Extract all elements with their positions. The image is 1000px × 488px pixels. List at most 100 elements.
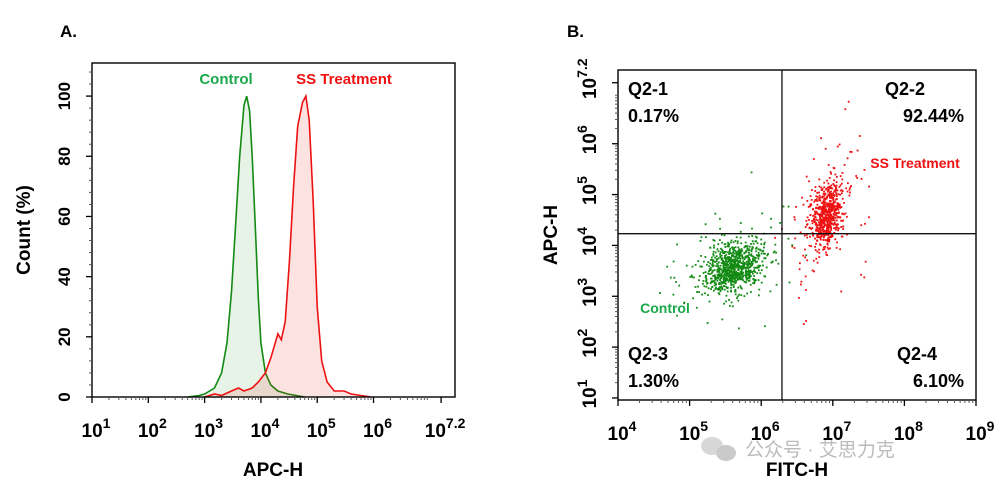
scatter-point-ss-treatment: [832, 199, 835, 202]
scatter-point-control: [731, 260, 734, 263]
scatter-point-ss-treatment: [837, 205, 840, 207]
scatter-point-ss-treatment: [816, 200, 818, 202]
scatter-point-ss-treatment: [821, 207, 824, 210]
scatter-point-ss-treatment: [822, 221, 825, 224]
scatter-point-control: [724, 274, 726, 277]
scatter-point-control: [734, 278, 736, 281]
x-tick-label: 106: [751, 418, 780, 445]
scatter-point-ss-treatment: [812, 259, 815, 262]
scatter-point-ss-treatment: [816, 224, 818, 227]
scatter-point-control: [727, 263, 730, 266]
scatter-point-control: [709, 246, 712, 249]
scatter-point-ss-treatment: [827, 237, 829, 239]
scatter-point-control: [738, 251, 741, 254]
scatter-point-control: [754, 240, 757, 243]
scatter-point-ss-treatment: [814, 237, 816, 240]
scatter-point-ss-treatment: [836, 216, 839, 219]
scatter-point-ss-treatment: [830, 187, 832, 189]
scatter-point-ss-treatment: [819, 219, 822, 222]
scatter-point-control: [738, 327, 740, 330]
x-tick-label: 103: [194, 415, 223, 442]
scatter-point-control: [739, 257, 742, 260]
scatter-point-control: [730, 252, 733, 255]
scatter-point-ss-treatment: [816, 203, 819, 206]
scatter-point-ss-treatment: [864, 260, 867, 263]
scatter-y-label: APC-H: [541, 205, 562, 265]
scatter-point-control: [764, 257, 767, 260]
scatter-point-control: [666, 265, 669, 268]
scatter-point-control: [757, 266, 760, 269]
watermark: 公众号 · 艾思力克: [745, 439, 895, 461]
scatter-point-control: [726, 287, 728, 289]
scatter-point-control: [733, 265, 736, 267]
scatter-point-control: [719, 247, 722, 250]
x-tick-label: 107.2: [425, 415, 466, 442]
scatter-point-control: [731, 255, 733, 258]
scatter-point-ss-treatment: [860, 224, 863, 227]
scatter-point-control: [728, 279, 731, 281]
y-tick-label-exponent: 2: [574, 328, 590, 336]
x-tick-label-exponent: 4: [272, 415, 280, 431]
scatter-point-ss-treatment: [818, 231, 821, 234]
scatter-point-ss-treatment: [838, 186, 841, 188]
scatter-point-ss-treatment: [850, 151, 853, 153]
y-tick-label: 100: [55, 82, 74, 110]
scatter-point-ss-treatment: [825, 208, 828, 211]
scatter-point-ss-treatment: [814, 249, 817, 251]
scatter-point-control: [712, 260, 714, 263]
scatter-point-control: [748, 277, 751, 279]
scatter-point-control: [724, 255, 726, 257]
scatter-point-ss-treatment: [822, 201, 825, 203]
scatter-point-control: [757, 255, 760, 258]
scatter-point-control: [712, 269, 714, 272]
scatter-point-control: [753, 279, 756, 281]
scatter-point-ss-treatment: [811, 231, 814, 234]
scatter-point-control: [713, 282, 716, 284]
scatter-point-control: [733, 249, 735, 252]
scatter-point-control: [718, 275, 720, 278]
scatter-point-control: [734, 293, 737, 296]
scatter-point-control: [752, 255, 754, 258]
scatter-point-ss-treatment: [840, 182, 843, 185]
scatter-point-ss-treatment: [806, 200, 809, 202]
scatter-point-control: [714, 261, 716, 263]
scatter-point-ss-treatment: [825, 196, 828, 199]
scatter-point-control: [750, 171, 753, 174]
scatter-point-ss-treatment: [823, 210, 826, 213]
scatter-point-ss-treatment: [806, 216, 809, 219]
scatter-point-control: [754, 259, 756, 262]
scatter-point-ss-treatment: [847, 182, 849, 185]
scatter-point-ss-treatment: [818, 228, 821, 231]
scatter-point-control: [742, 275, 745, 277]
scatter-point-control: [723, 302, 725, 305]
scatter-point-control: [736, 256, 739, 259]
scatter-point-control: [705, 280, 707, 283]
scatter-point-ss-treatment: [815, 257, 818, 260]
scatter-point-control: [743, 264, 745, 267]
scatter-point-control: [711, 264, 713, 266]
scatter-point-ss-treatment: [828, 214, 830, 217]
scatter-point-control: [727, 243, 730, 246]
scatter-point-control: [722, 267, 725, 270]
scatter-point-ss-treatment: [821, 195, 824, 198]
scatter-point-control: [752, 272, 754, 275]
scatter-point-control: [708, 270, 710, 273]
scatter-point-ss-treatment: [823, 220, 826, 223]
scatter-point-control: [756, 260, 758, 263]
scatter-point-control: [735, 280, 737, 283]
scatter-point-ss-treatment: [820, 202, 823, 204]
x-tick-label-base: 10: [751, 424, 772, 445]
scatter-point-control: [761, 212, 764, 215]
scatter-point-ss-treatment: [815, 218, 817, 221]
x-tick-label: 106: [363, 415, 392, 442]
scatter-point-ss-treatment: [838, 227, 840, 230]
scatter-point-ss-treatment: [841, 219, 843, 222]
scatter-point-ss-treatment: [819, 221, 822, 224]
scatter-point-ss-treatment: [814, 212, 817, 215]
scatter-point-ss-treatment: [819, 196, 822, 199]
scatter-point-control: [689, 276, 692, 278]
scatter-point-control: [718, 267, 721, 269]
scatter-point-ss-treatment: [827, 189, 830, 192]
scatter-point-control: [747, 254, 750, 257]
scatter-point-control: [710, 272, 713, 275]
